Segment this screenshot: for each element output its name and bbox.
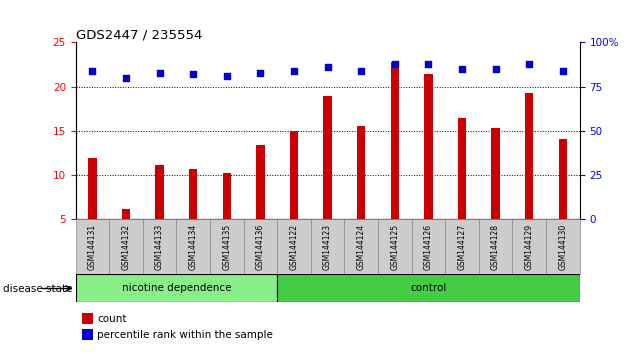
FancyBboxPatch shape [445, 219, 479, 274]
FancyBboxPatch shape [512, 219, 546, 274]
Point [188, 72, 198, 77]
Text: GSM144122: GSM144122 [290, 224, 299, 270]
Text: count: count [97, 314, 127, 324]
Bar [391, 62, 399, 219]
Bar [559, 139, 567, 219]
FancyBboxPatch shape [176, 219, 210, 274]
Bar [525, 93, 534, 219]
Point [423, 61, 433, 67]
Text: GSM144135: GSM144135 [222, 224, 231, 270]
Text: percentile rank within the sample: percentile rank within the sample [97, 330, 273, 339]
Bar [156, 166, 164, 219]
Text: GSM144129: GSM144129 [525, 224, 534, 270]
Text: GSM144128: GSM144128 [491, 224, 500, 270]
Bar [323, 96, 332, 219]
Text: GSM144134: GSM144134 [189, 224, 198, 270]
Text: disease state: disease state [3, 284, 72, 293]
Bar [491, 128, 500, 219]
Bar [357, 126, 365, 219]
FancyBboxPatch shape [109, 219, 143, 274]
Point [154, 70, 164, 75]
Point [491, 66, 501, 72]
FancyBboxPatch shape [479, 219, 512, 274]
Text: GSM144132: GSM144132 [122, 224, 130, 270]
Bar [424, 74, 433, 219]
Text: GSM144127: GSM144127 [457, 224, 466, 270]
Text: control: control [410, 283, 447, 293]
Text: GSM144130: GSM144130 [558, 224, 567, 270]
Point [222, 73, 232, 79]
FancyBboxPatch shape [378, 219, 411, 274]
FancyBboxPatch shape [277, 274, 580, 302]
Point [323, 64, 333, 70]
Point [524, 61, 534, 67]
Text: GDS2447 / 235554: GDS2447 / 235554 [76, 28, 202, 41]
Text: GSM144124: GSM144124 [357, 224, 365, 270]
Text: GSM144123: GSM144123 [323, 224, 332, 270]
FancyBboxPatch shape [143, 219, 176, 274]
FancyBboxPatch shape [345, 219, 378, 274]
FancyBboxPatch shape [411, 219, 445, 274]
Point [390, 61, 400, 67]
FancyBboxPatch shape [210, 219, 244, 274]
Point [121, 75, 131, 81]
Point [457, 66, 467, 72]
Bar [222, 173, 231, 219]
FancyBboxPatch shape [76, 274, 277, 302]
FancyBboxPatch shape [76, 219, 109, 274]
Bar [122, 209, 130, 219]
FancyBboxPatch shape [311, 219, 345, 274]
Bar [189, 169, 197, 219]
Text: GSM144136: GSM144136 [256, 224, 265, 270]
Text: GSM144126: GSM144126 [424, 224, 433, 270]
Text: nicotine dependence: nicotine dependence [122, 283, 231, 293]
Point [289, 68, 299, 74]
Point [558, 68, 568, 74]
Bar [256, 145, 265, 219]
Point [88, 68, 98, 74]
FancyBboxPatch shape [244, 219, 277, 274]
Point [255, 70, 265, 75]
FancyBboxPatch shape [277, 219, 311, 274]
Text: GSM144125: GSM144125 [391, 224, 399, 270]
Bar [290, 131, 298, 219]
Text: GSM144131: GSM144131 [88, 224, 97, 270]
Bar [458, 118, 466, 219]
Point [356, 68, 366, 74]
FancyBboxPatch shape [546, 219, 580, 274]
Text: GSM144133: GSM144133 [155, 224, 164, 270]
Bar [88, 158, 96, 219]
